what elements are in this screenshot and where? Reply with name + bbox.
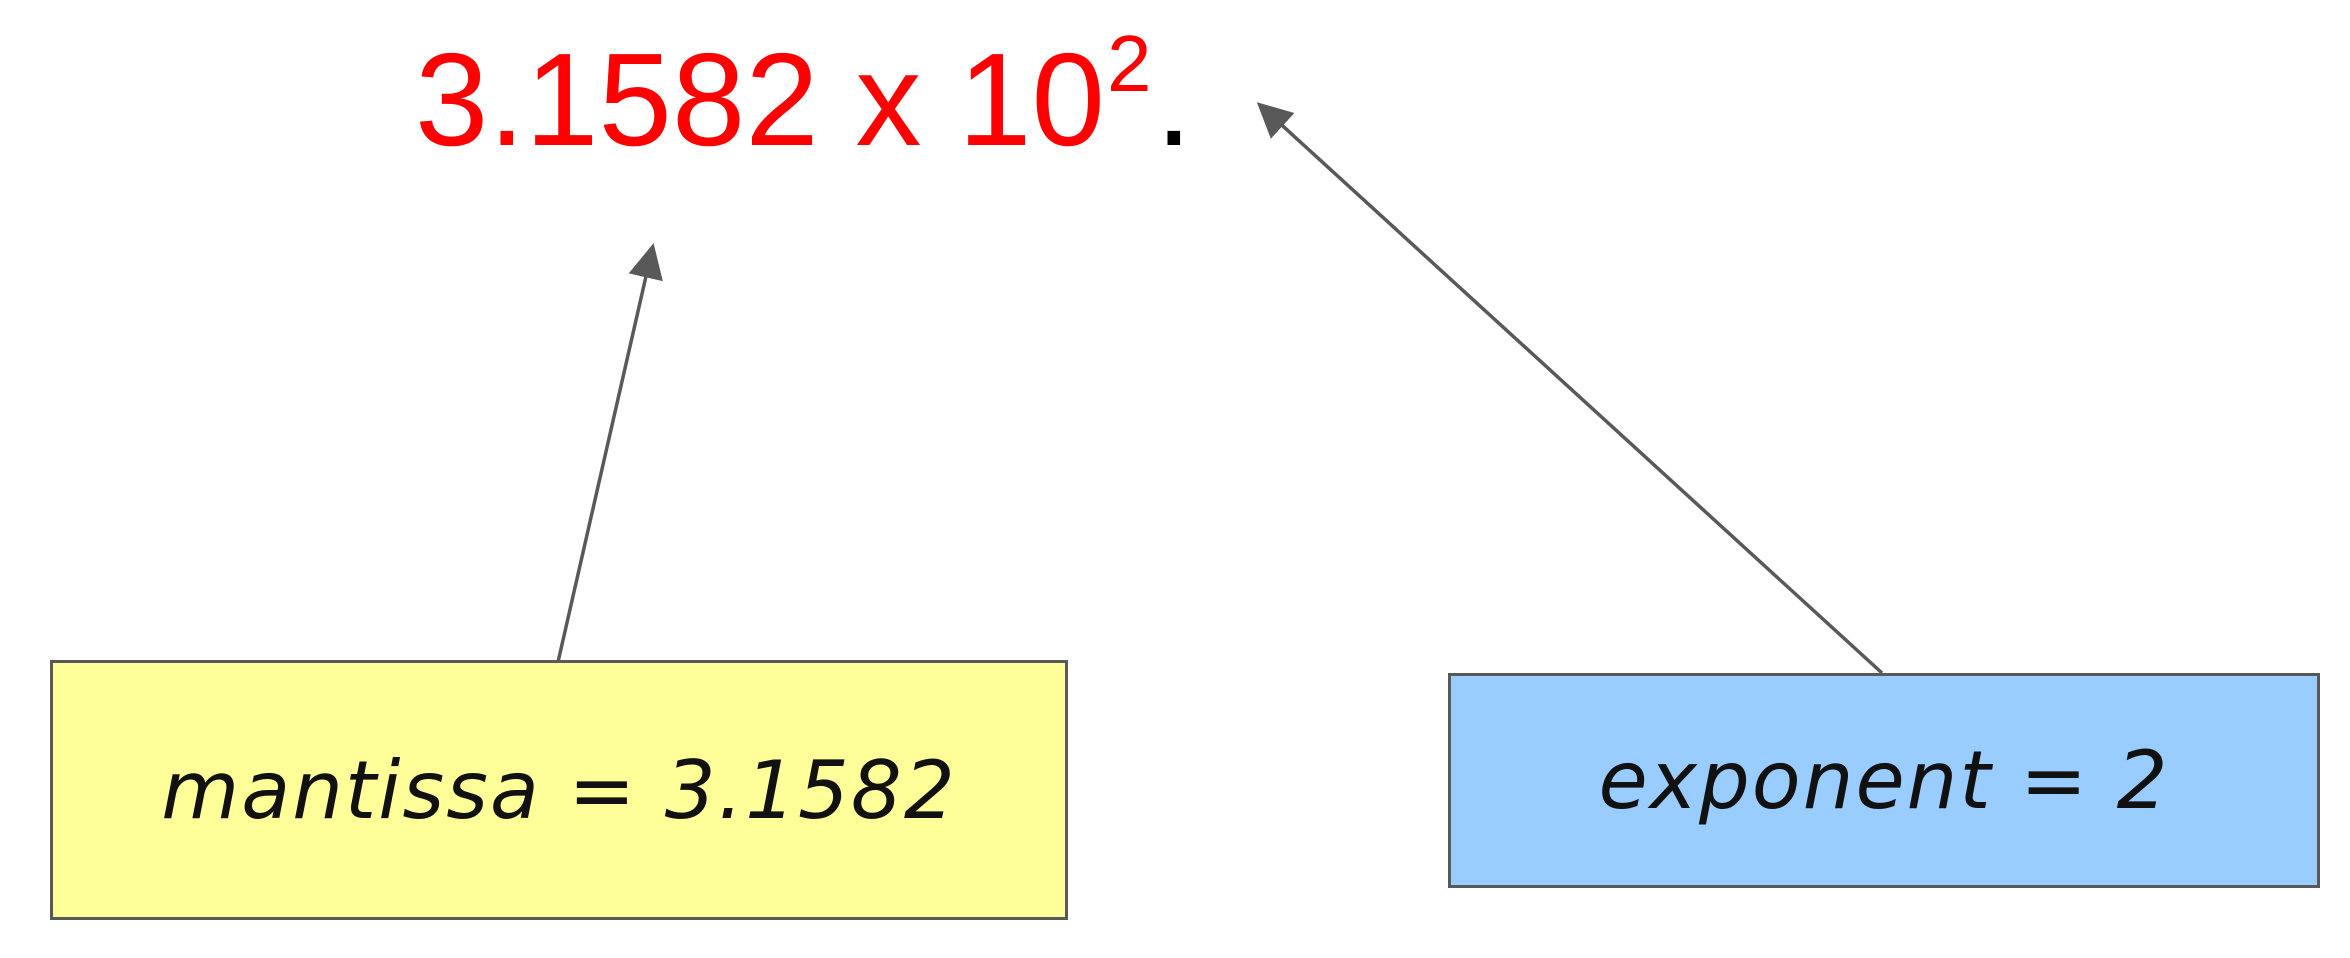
scientific-notation-formula: 3.1582 x 102. <box>415 20 1192 180</box>
mantissa-callout-box: mantissa = 3.1582 <box>50 660 1068 920</box>
exponent-callout-label: exponent = 2 <box>1598 734 2170 827</box>
mantissa-callout-label: mantissa = 3.1582 <box>161 743 957 837</box>
formula-exponent: 2 <box>1106 19 1152 108</box>
exponent-arrow <box>1256 102 1884 675</box>
mantissa-arrow <box>556 243 663 663</box>
exponent-callout-box: exponent = 2 <box>1448 673 2320 888</box>
formula-times-sign: x <box>855 26 922 173</box>
formula-period: . <box>1155 26 1193 173</box>
formula-base: 10 <box>958 26 1105 173</box>
formula-mantissa: 3.1582 <box>415 26 819 173</box>
